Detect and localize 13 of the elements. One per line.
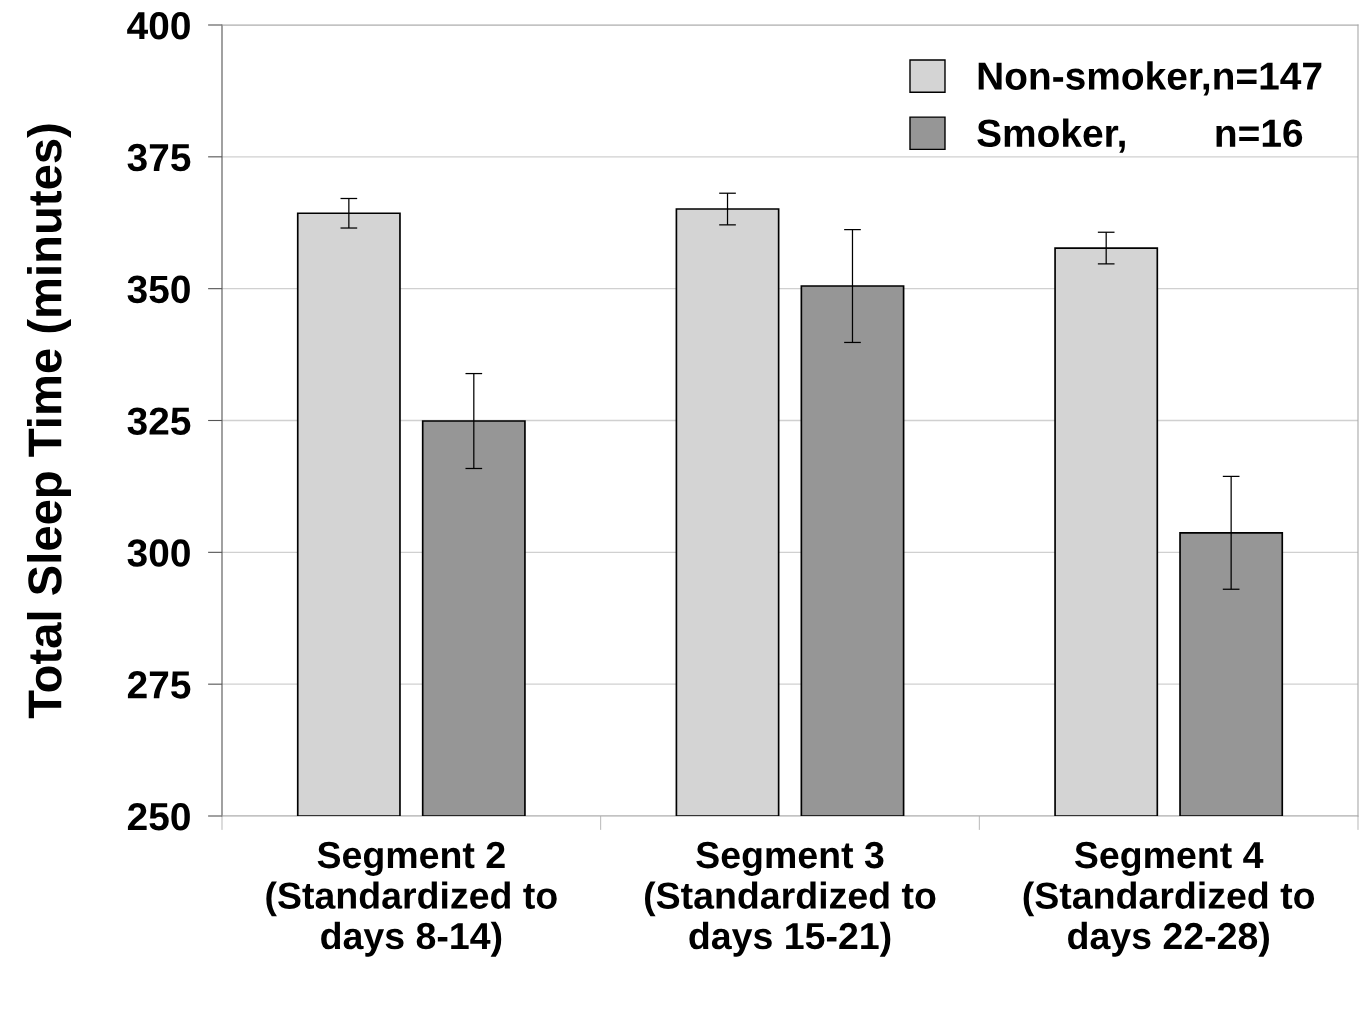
y-axis-title: Total Sleep Time (minutes) bbox=[26, 124, 72, 719]
x-tick-label: Segment 3 (Standardized to days 15-21) bbox=[645, 841, 936, 957]
y-tick-label: 375 bbox=[127, 143, 191, 172]
legend-label: Non-smoker,n=147 bbox=[978, 61, 1322, 96]
x-tick-label: Segment 4 (Standardized to days 22-28) bbox=[1023, 841, 1315, 957]
y-tick-label: 350 bbox=[127, 275, 190, 304]
y-tick-label: 325 bbox=[127, 407, 191, 436]
x-tick-label: Segment 2 (Standardized to days 8-14) bbox=[266, 841, 557, 957]
legend-label: Smoker, n=16 bbox=[977, 118, 1303, 153]
y-tick-label: 250 bbox=[127, 802, 190, 831]
y-tick-label: 275 bbox=[127, 671, 191, 699]
y-tick-label: 300 bbox=[127, 539, 190, 567]
y-tick-label: 400 bbox=[127, 11, 190, 40]
